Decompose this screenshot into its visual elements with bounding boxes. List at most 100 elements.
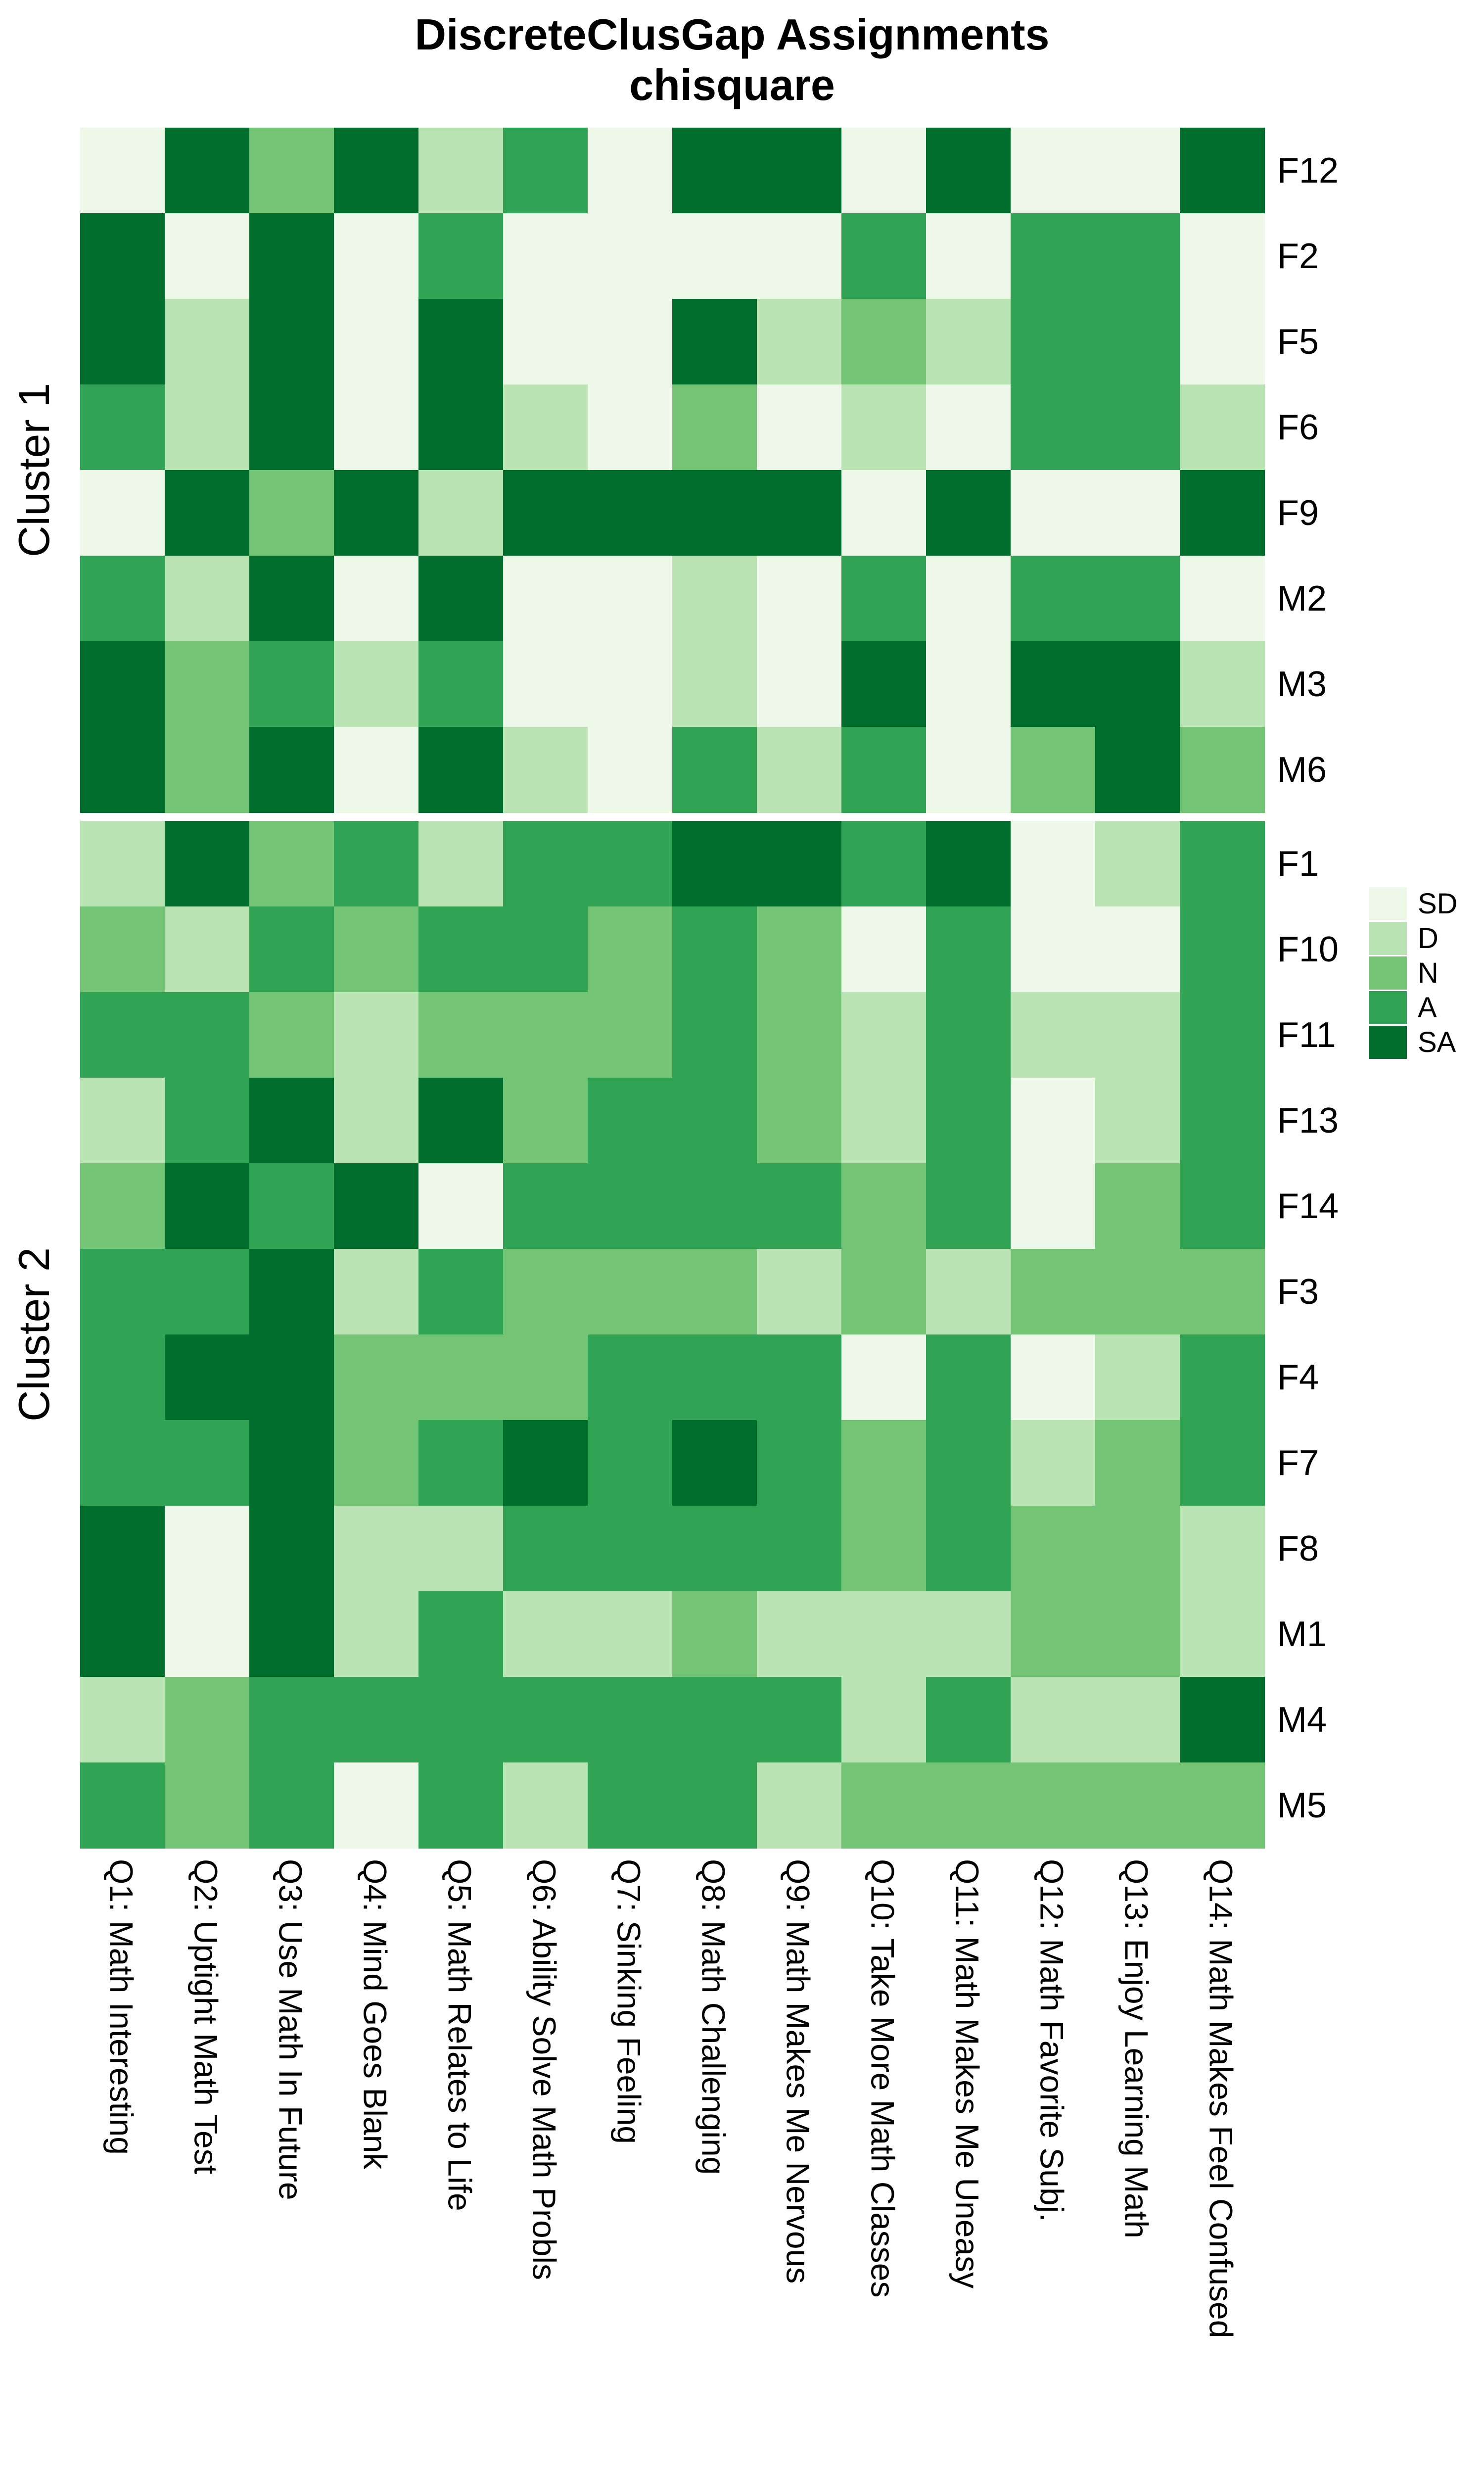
heatmap-cell <box>418 906 504 993</box>
heatmap-cell <box>80 1677 165 1763</box>
heatmap-cell <box>588 128 673 214</box>
heatmap-cell <box>503 1677 588 1763</box>
heatmap-cell <box>1180 299 1265 385</box>
heatmap-cell <box>841 1420 927 1506</box>
heatmap-cell <box>503 1334 588 1421</box>
row-label: F8 <box>1277 1528 1319 1569</box>
heatmap-cell <box>334 1249 419 1335</box>
heatmap-cell <box>80 906 165 993</box>
heatmap-cell <box>418 556 504 642</box>
heatmap-cell <box>249 299 334 385</box>
heatmap-cell <box>249 821 334 907</box>
heatmap-cell <box>165 299 250 385</box>
heatmap-cell <box>672 1420 757 1506</box>
heatmap-cell <box>165 727 250 813</box>
heatmap-cell <box>1011 1420 1096 1506</box>
heatmap-cell <box>334 1506 419 1592</box>
heatmap-cell <box>588 1078 673 1164</box>
heatmap-cell <box>588 1334 673 1421</box>
heatmap-cell <box>841 1163 927 1249</box>
heatmap-cell <box>1180 384 1265 471</box>
heatmap-cell <box>757 1420 842 1506</box>
heatmap-cell <box>80 384 165 471</box>
heatmap-cell <box>672 1591 757 1677</box>
heatmap-cell <box>757 992 842 1078</box>
heatmap-cell <box>80 1334 165 1421</box>
heatmap-cell <box>757 213 842 299</box>
heatmap-cell <box>249 1078 334 1164</box>
heatmap-cell <box>249 1249 334 1335</box>
heatmap-cell <box>334 992 419 1078</box>
heatmap-cell <box>926 1591 1011 1677</box>
column-label: Q7: Sinking Feeling <box>610 1859 648 2144</box>
heatmap-cell <box>165 556 250 642</box>
column-label: Q4: Mind Goes Blank <box>357 1859 394 2170</box>
heatmap-cell <box>1180 1334 1265 1421</box>
heatmap-cell <box>588 1163 673 1249</box>
row-label: F9 <box>1277 493 1319 533</box>
heatmap-cell <box>1180 641 1265 727</box>
heatmap-cell <box>926 384 1011 471</box>
heatmap-cell <box>503 128 588 214</box>
heatmap-cell <box>1011 470 1096 556</box>
heatmap-cell <box>503 299 588 385</box>
heatmap-cell <box>165 1677 250 1763</box>
heatmap-cell <box>249 727 334 813</box>
heatmap-cell <box>165 1163 250 1249</box>
heatmap-cell <box>1011 1163 1096 1249</box>
column-label: Q10: Take More Math Classes <box>864 1859 901 2298</box>
heatmap-cell <box>672 384 757 471</box>
heatmap-cell <box>1180 128 1265 214</box>
heatmap-cell <box>1180 1677 1265 1763</box>
heatmap-cell <box>588 727 673 813</box>
heatmap-cell <box>334 727 419 813</box>
heatmap-cell <box>1011 1334 1096 1421</box>
heatmap-cell <box>1011 1249 1096 1335</box>
heatmap-cell <box>418 1762 504 1849</box>
heatmap-cell <box>1180 470 1265 556</box>
legend-label: SD <box>1418 888 1458 920</box>
row-label: M1 <box>1277 1614 1327 1654</box>
heatmap-cell <box>334 821 419 907</box>
heatmap-cell <box>1180 1249 1265 1335</box>
heatmap-cell <box>418 1078 504 1164</box>
heatmap-cell <box>672 213 757 299</box>
heatmap-cell <box>1011 727 1096 813</box>
heatmap-cell <box>334 1420 419 1506</box>
heatmap-cell <box>334 641 419 727</box>
heatmap-cell <box>418 992 504 1078</box>
heatmap-cell <box>334 556 419 642</box>
heatmap-cell <box>1095 384 1180 471</box>
heatmap-cell <box>165 992 250 1078</box>
heatmap-cell <box>503 727 588 813</box>
heatmap-cell <box>1095 556 1180 642</box>
heatmap-cell <box>503 384 588 471</box>
heatmap-cell <box>80 992 165 1078</box>
heatmap-cell <box>926 213 1011 299</box>
heatmap-cell <box>926 1762 1011 1849</box>
heatmap-cell <box>1095 1249 1180 1335</box>
heatmap-cell <box>672 556 757 642</box>
heatmap-cell <box>757 1249 842 1335</box>
heatmap-cell <box>80 1762 165 1849</box>
column-label: Q8: Math Challenging <box>695 1859 732 2175</box>
heatmap-cell <box>926 299 1011 385</box>
heatmap-cell <box>588 384 673 471</box>
heatmap-cell <box>1011 384 1096 471</box>
heatmap-cell <box>841 1762 927 1849</box>
heatmap-cell <box>1180 1078 1265 1164</box>
heatmap-cell <box>80 1078 165 1164</box>
heatmap-cell <box>418 1506 504 1592</box>
heatmap-cell <box>1095 128 1180 214</box>
column-label: Q6: Ability Solve Math Probls <box>526 1859 563 2281</box>
heatmap-cell <box>418 213 504 299</box>
heatmap-cell <box>841 992 927 1078</box>
heatmap-cell <box>757 556 842 642</box>
heatmap-cell <box>1095 821 1180 907</box>
legend-label: N <box>1418 957 1438 989</box>
heatmap-cell <box>418 1677 504 1763</box>
heatmap-cell <box>757 1677 842 1763</box>
legend-swatch-SD <box>1369 887 1407 920</box>
heatmap-cell <box>503 906 588 993</box>
